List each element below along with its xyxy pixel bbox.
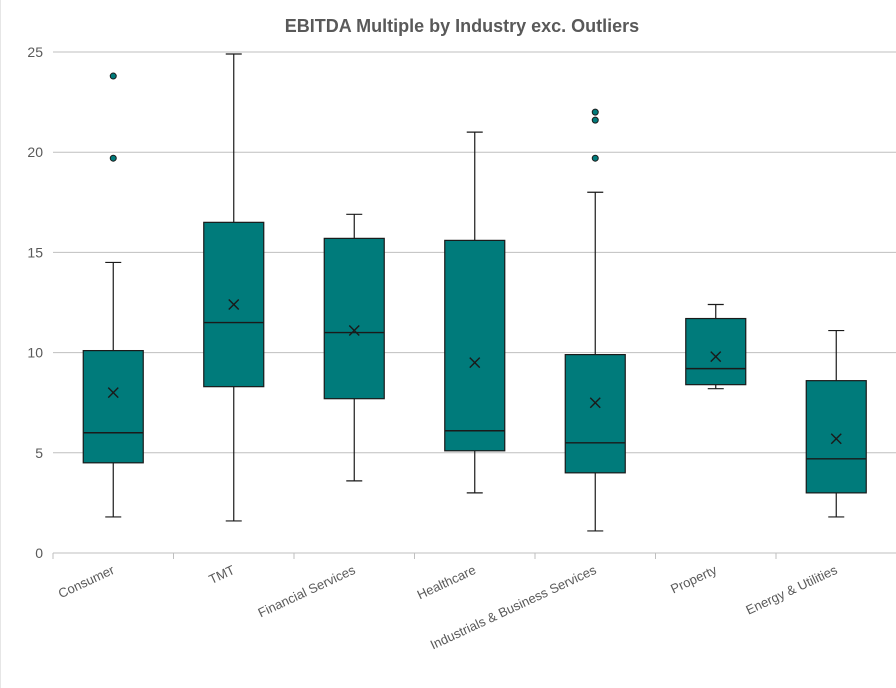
y-tick-label: 10: [27, 345, 43, 361]
mean-marker: [589, 397, 601, 409]
box-group: [82, 72, 144, 518]
category-label: Financial Services: [256, 562, 358, 620]
boxes: [82, 53, 867, 532]
iqr-box: [564, 354, 626, 474]
mean-marker: [107, 387, 119, 399]
y-tick-label: 0: [35, 545, 43, 561]
outlier-point: [109, 72, 117, 80]
outlier-point: [591, 154, 599, 162]
category-label: Property: [668, 562, 719, 597]
mean-marker: [469, 357, 481, 369]
box-group: [203, 53, 265, 522]
y-tick-label: 20: [27, 144, 43, 160]
y-tick-label: 15: [27, 244, 43, 260]
box-group: [323, 213, 385, 482]
box-group: [805, 329, 867, 518]
chart-title: EBITDA Multiple by Industry exc. Outlier…: [285, 16, 639, 36]
y-tick-label: 5: [35, 445, 43, 461]
iqr-box: [685, 317, 747, 386]
iqr-box: [805, 380, 867, 494]
mean-marker: [830, 433, 842, 445]
category-label: Energy & Utilities: [743, 562, 839, 618]
category-labels: Consumer TMT Financial Services HealthcareI…: [56, 562, 840, 653]
box-group: [444, 131, 506, 494]
outlier-point: [591, 108, 599, 116]
iqr-box: [82, 349, 144, 464]
iqr-box: [444, 239, 506, 452]
y-tick-label: 25: [27, 44, 43, 60]
category-label: Consumer: [56, 562, 117, 601]
category-label: TMT: [206, 562, 237, 587]
category-label: Healthcare: [415, 562, 478, 602]
outlier-point: [109, 154, 117, 162]
axes: 0 5 10 15 20 25: [27, 44, 896, 561]
box-group: [564, 108, 626, 532]
box-group: [685, 303, 747, 390]
mean-marker: [228, 299, 240, 310]
mean-marker: [348, 325, 360, 337]
outlier-point: [591, 116, 599, 124]
mean-marker: [710, 351, 722, 363]
iqr-box: [323, 237, 385, 400]
